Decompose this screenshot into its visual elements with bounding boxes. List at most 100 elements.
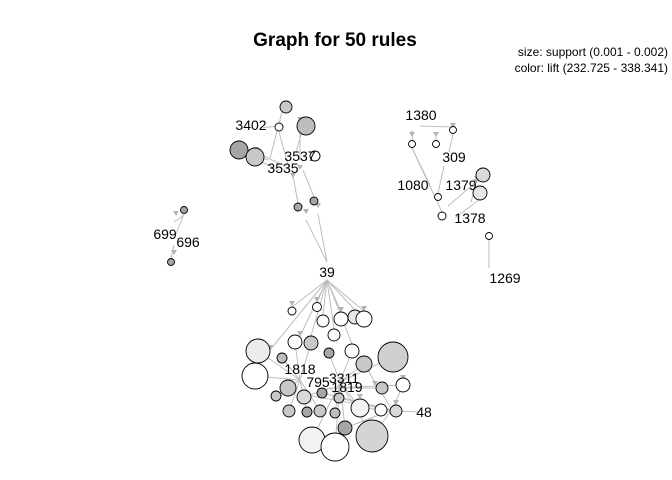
edge-arrowhead — [357, 394, 363, 399]
rule-node — [309, 150, 321, 162]
edge-arrowhead — [338, 307, 344, 312]
rule-node — [313, 404, 327, 418]
edge-arrowhead — [473, 179, 479, 184]
rule-node — [287, 306, 297, 316]
edge-arrowhead — [303, 209, 309, 214]
edge-arrowhead — [400, 375, 406, 380]
rule-node — [485, 232, 493, 240]
rule-node — [355, 310, 373, 328]
rule-node — [303, 335, 319, 351]
rule-node — [375, 381, 389, 395]
rule-node — [316, 387, 328, 399]
rule-node — [167, 258, 175, 266]
rule-node — [355, 355, 373, 373]
rule-node — [432, 140, 440, 148]
rule-node — [287, 334, 303, 350]
rule-edge — [173, 214, 185, 223]
item-label-1818: 1818 — [284, 361, 315, 377]
rule-edge — [292, 175, 299, 204]
rule-node — [282, 404, 296, 418]
item-label-48: 48 — [416, 404, 432, 420]
rule-edge — [317, 213, 328, 263]
rule-node — [312, 302, 322, 312]
rule-edge — [326, 279, 335, 330]
rule-node — [301, 406, 313, 418]
rule-edge — [437, 165, 445, 194]
item-label-3537: 3537 — [284, 148, 315, 164]
rule-edge — [322, 279, 328, 316]
rule-node — [377, 341, 409, 373]
item-label-795: 795 — [306, 374, 330, 390]
rule-node — [344, 343, 360, 359]
rule-node — [472, 185, 488, 201]
item-label-1080: 1080 — [397, 177, 428, 193]
edge-arrowhead — [297, 165, 303, 170]
edge-arrowhead — [290, 173, 296, 178]
rule-edge — [269, 279, 328, 351]
rule-node — [333, 311, 349, 327]
edge-arrowhead — [450, 123, 456, 128]
rule-node — [229, 140, 249, 160]
rule-edge — [291, 279, 328, 308]
rule-node — [449, 126, 457, 134]
item-label-3402: 3402 — [235, 117, 266, 133]
item-label-309: 309 — [442, 149, 466, 165]
rule-node — [245, 338, 271, 364]
rule-node — [245, 147, 265, 167]
rule-node — [180, 206, 188, 214]
item-label-1819: 1819 — [331, 379, 362, 395]
item-label-3535: 3535 — [267, 160, 298, 176]
item-label-1379: 1379 — [445, 177, 476, 193]
rule-node — [309, 196, 319, 206]
edge-arrowhead — [361, 306, 367, 311]
edge-arrowhead — [372, 381, 378, 386]
rule-node — [395, 377, 411, 393]
rule-node — [408, 140, 416, 148]
rule-edge — [302, 169, 315, 198]
rule-node — [279, 100, 293, 114]
rule-node — [323, 347, 335, 359]
rule-node — [350, 398, 370, 418]
item-label-3311: 3311 — [329, 370, 359, 386]
item-label-39: 39 — [319, 264, 335, 280]
rule-node — [329, 407, 341, 419]
edge-arrowhead — [289, 301, 295, 306]
item-label-696: 696 — [176, 234, 200, 250]
graph-item-labels: 3402 3537 3535 1380 309 1080 1379 1378 1… — [153, 107, 520, 420]
rule-node — [320, 432, 350, 462]
rule-node — [274, 122, 284, 132]
rule-edge — [269, 111, 283, 159]
rule-edge — [419, 125, 454, 128]
item-label-1269: 1269 — [489, 270, 520, 286]
legend-color: color: lift (232.725 - 338.341) — [515, 61, 668, 75]
rule-node — [296, 116, 316, 136]
graph-title: Graph for 50 rules — [253, 30, 417, 51]
item-label-699: 699 — [153, 226, 177, 242]
rule-node — [276, 352, 288, 364]
rule-edge — [305, 219, 328, 263]
rule-node — [296, 389, 312, 405]
rule-node — [475, 167, 491, 183]
item-label-1378: 1378 — [454, 210, 485, 226]
rule-node — [355, 419, 389, 453]
rule-edge — [447, 180, 478, 207]
rule-edge — [411, 147, 443, 213]
rule-node — [333, 392, 345, 404]
rule-node — [241, 362, 269, 390]
rule-edge — [448, 133, 454, 153]
rule-node — [270, 390, 282, 402]
rule-edge — [278, 131, 291, 173]
rule-node — [316, 314, 330, 328]
edge-arrowhead — [173, 211, 179, 216]
item-label-1380: 1380 — [405, 107, 436, 123]
legend-size: size: support (0.001 - 0.002) — [518, 45, 668, 59]
graph-rule-nodes — [167, 100, 493, 462]
rule-node — [389, 404, 403, 418]
edge-arrowhead — [409, 132, 415, 137]
rule-edge — [339, 381, 346, 429]
edge-arrowhead — [393, 400, 399, 405]
edge-arrowhead — [171, 250, 177, 255]
rule-edge — [329, 384, 404, 389]
rule-edge — [326, 279, 365, 312]
